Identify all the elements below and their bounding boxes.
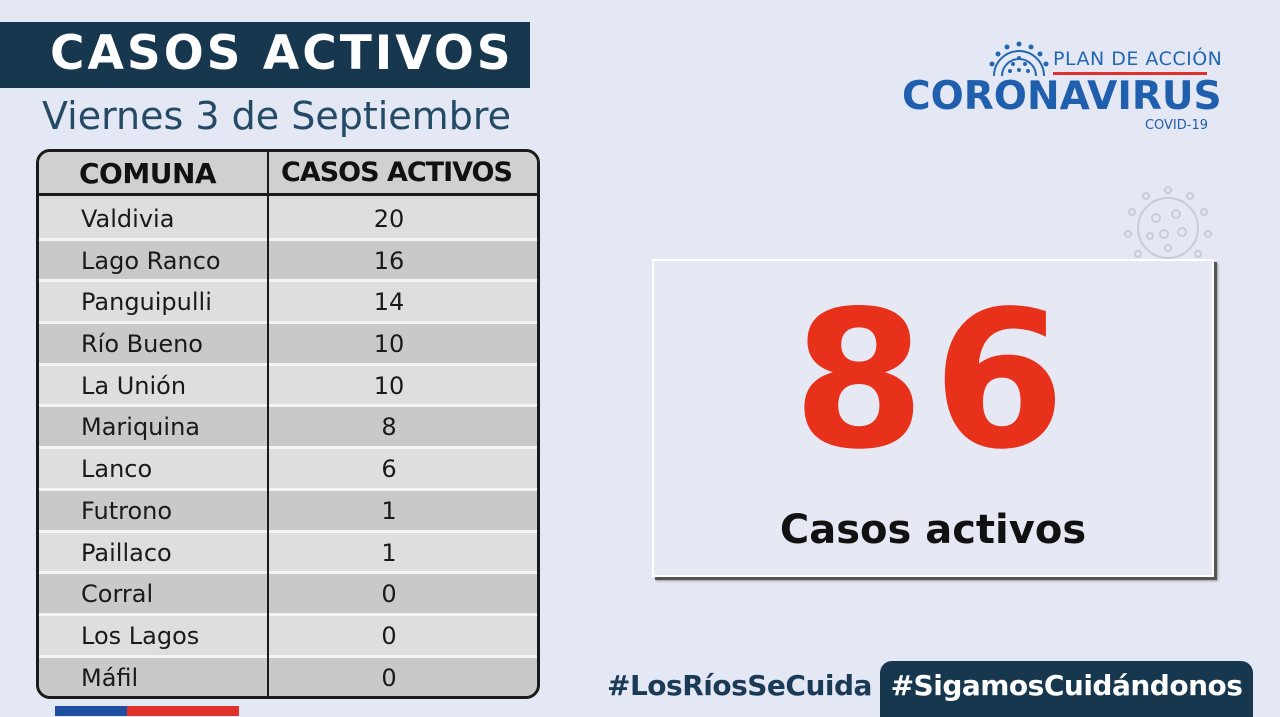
hashtag-sigamos: #SigamosCuidándonos: [890, 669, 1243, 702]
comuna-name: Corral: [81, 580, 154, 609]
casos-value: 0: [381, 621, 397, 650]
total-cases-label: Casos activos: [779, 507, 1087, 553]
table-row: Los Lagos 0: [39, 615, 537, 658]
table-row: Panguipulli 14: [39, 282, 537, 325]
casos-value: 1: [381, 538, 397, 567]
title-banner: CASOS ACTIVOS: [0, 22, 530, 88]
comuna-name: Panguipulli: [81, 288, 212, 317]
total-cases-panel: 86 Casos activos: [652, 259, 1214, 577]
table-row: Paillaco 1: [39, 532, 537, 575]
cases-table: COMUNA CASOS ACTIVOS Valdivia 20 Lago Ranc…: [36, 149, 540, 699]
logo-red-line: [1053, 72, 1207, 75]
table-row: Mariquina 8: [39, 407, 537, 450]
logo-plan-text: PLAN DE ACCIÓN: [1053, 48, 1223, 70]
comuna-name: Valdivia: [81, 205, 175, 233]
page-title: CASOS ACTIVOS: [50, 26, 514, 81]
comuna-name: Mariquina: [81, 413, 200, 442]
casos-value: 0: [381, 663, 397, 692]
comuna-name: Lanco: [81, 455, 153, 484]
stripe-red: [127, 706, 239, 716]
table-row: Lago Ranco 16: [39, 240, 537, 283]
casos-value: 10: [373, 371, 405, 400]
table-row: La Unión 10: [39, 365, 537, 408]
table-row: Futrono 1: [39, 490, 537, 533]
table-row: Máfil 0: [39, 657, 537, 696]
casos-value: 10: [373, 330, 405, 359]
hashtag-banner: #SigamosCuidándonos: [880, 661, 1253, 717]
virus-watermark-icon: [1124, 186, 1212, 259]
comuna-name: Los Lagos: [81, 621, 200, 650]
table-row: Corral 0: [39, 574, 537, 616]
comuna-name: La Unión: [81, 371, 187, 400]
table-body: Valdivia 20 Lago Ranco 16 Panguipulli 14 Río B…: [39, 199, 537, 696]
table-row: Lanco 6: [39, 449, 537, 491]
logo-covid-text: COVID-19: [1144, 118, 1208, 133]
plan-coronavirus-logo: PLAN DE ACCIÓN CORONAVIRUS COVID-19: [900, 38, 1223, 138]
virus-icon: [989, 41, 1049, 77]
comuna-name: Máfil: [81, 663, 139, 692]
column-header-casos: CASOS ACTIVOS: [281, 157, 513, 188]
column-header-comuna: COMUNA: [79, 157, 217, 190]
casos-value: 1: [381, 496, 397, 525]
date-subtitle: Viernes 3 de Septiembre: [42, 94, 511, 138]
casos-value: 0: [381, 580, 397, 609]
table-header: COMUNA CASOS ACTIVOS: [39, 152, 537, 196]
column-divider: [267, 152, 269, 696]
comuna-name: Futrono: [81, 496, 173, 525]
casos-value: 20: [373, 205, 405, 233]
total-cases-number: 86: [792, 270, 1074, 491]
comuna-name: Río Bueno: [81, 330, 203, 359]
table-row: Río Bueno 10: [39, 324, 537, 366]
hashtag-los-rios: #LosRíosSeCuida: [607, 669, 872, 702]
comuna-name: Lago Ranco: [81, 246, 221, 275]
casos-value: 14: [373, 288, 405, 317]
casos-value: 8: [381, 413, 397, 442]
comuna-name: Paillaco: [81, 538, 172, 567]
table-row: Valdivia 20: [39, 199, 537, 241]
casos-value: 16: [373, 246, 405, 275]
stripe-blue: [55, 706, 127, 716]
casos-value: 6: [381, 455, 397, 484]
logo-coronavirus-text: CORONAVIRUS: [902, 74, 1222, 119]
flag-stripes: [55, 706, 239, 716]
